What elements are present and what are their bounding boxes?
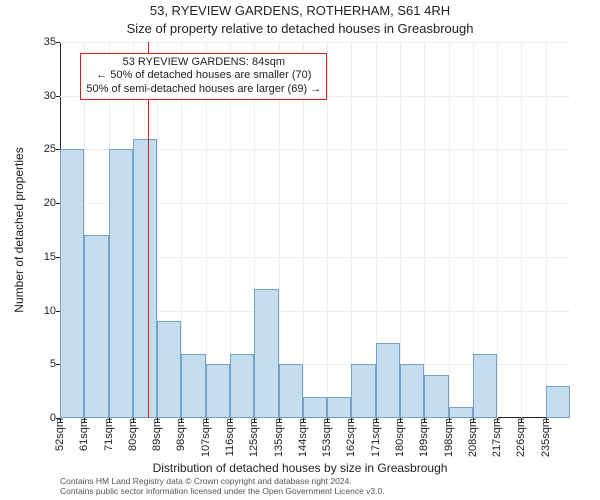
histogram-bar — [279, 364, 303, 418]
xtick-label: 80sqm — [127, 418, 139, 451]
xtick-label: 198sqm — [443, 418, 455, 457]
gridline-v — [449, 42, 450, 418]
xtick-label: 171sqm — [370, 418, 382, 457]
annotation-line: 53 RYEVIEW GARDENS: 84sqm — [86, 56, 321, 70]
xtick-label: 162sqm — [345, 418, 357, 457]
xtick-label: 189sqm — [418, 418, 430, 457]
ytick-label: 30 — [36, 90, 56, 102]
xtick-label: 235sqm — [540, 418, 552, 457]
gridline-v — [424, 42, 425, 418]
xtick-label: 89sqm — [151, 418, 163, 451]
ytick-label: 15 — [36, 251, 56, 263]
annotation-box: 53 RYEVIEW GARDENS: 84sqm← 50% of detach… — [80, 53, 327, 100]
ytick — [56, 96, 60, 97]
gridline-v — [497, 42, 498, 418]
ytick-label: 35 — [36, 36, 56, 48]
attribution: Contains HM Land Registry data © Crown c… — [60, 477, 385, 497]
histogram-plot: 0510152025303552sqm61sqm71sqm80sqm89sqm9… — [60, 42, 570, 418]
histogram-bar — [376, 343, 400, 418]
histogram-bar — [303, 397, 327, 418]
gridline-v — [521, 42, 522, 418]
gridline-v — [327, 42, 328, 418]
histogram-bar — [60, 149, 84, 418]
annotation-line: ← 50% of detached houses are smaller (70… — [86, 69, 321, 83]
histogram-bar — [449, 407, 473, 418]
y-axis-label: Number of detached properties — [12, 147, 26, 312]
histogram-bar — [546, 386, 570, 418]
gridline-v — [546, 42, 547, 418]
xtick-label: 180sqm — [394, 418, 406, 457]
xtick-label: 135sqm — [273, 418, 285, 457]
page-title-line2: Size of property relative to detached ho… — [0, 21, 600, 36]
xtick-label: 217sqm — [491, 418, 503, 457]
ytick-label: 25 — [36, 143, 56, 155]
ytick-label: 10 — [36, 305, 56, 317]
histogram-bar — [254, 289, 278, 418]
ytick-label: 20 — [36, 197, 56, 209]
xtick-label: 153sqm — [321, 418, 333, 457]
ytick-label: 5 — [36, 358, 56, 370]
xtick-label: 98sqm — [175, 418, 187, 451]
xtick-label: 61sqm — [78, 418, 90, 451]
gridline-h — [60, 42, 570, 43]
histogram-bar — [109, 149, 133, 418]
xtick-label: 226sqm — [515, 418, 527, 457]
histogram-bar — [230, 354, 254, 418]
xtick-label: 71sqm — [103, 418, 115, 451]
histogram-bar — [133, 139, 157, 418]
xtick-label: 208sqm — [467, 418, 479, 457]
histogram-bar — [473, 354, 497, 418]
xtick-label: 125sqm — [248, 418, 260, 457]
xtick-label: 144sqm — [297, 418, 309, 457]
histogram-bar — [327, 397, 351, 418]
annotation-line: 50% of semi-detached houses are larger (… — [86, 83, 321, 97]
histogram-bar — [206, 364, 230, 418]
histogram-bar — [424, 375, 448, 418]
histogram-bar — [181, 354, 205, 418]
histogram-bar — [157, 321, 181, 418]
ytick-label: 0 — [36, 412, 56, 424]
gridline-v — [351, 42, 352, 418]
xtick-label: 52sqm — [54, 418, 66, 451]
x-axis-label: Distribution of detached houses by size … — [0, 461, 600, 475]
gridline-v — [400, 42, 401, 418]
xtick-label: 116sqm — [224, 418, 236, 456]
xtick-label: 107sqm — [200, 418, 212, 457]
histogram-bar — [351, 364, 375, 418]
page-title-line1: 53, RYEVIEW GARDENS, ROTHERHAM, S61 4RH — [0, 3, 600, 18]
histogram-bar — [400, 364, 424, 418]
ytick — [56, 42, 60, 43]
histogram-bar — [84, 235, 108, 418]
attribution-line2: Contains public sector information licen… — [60, 487, 385, 497]
